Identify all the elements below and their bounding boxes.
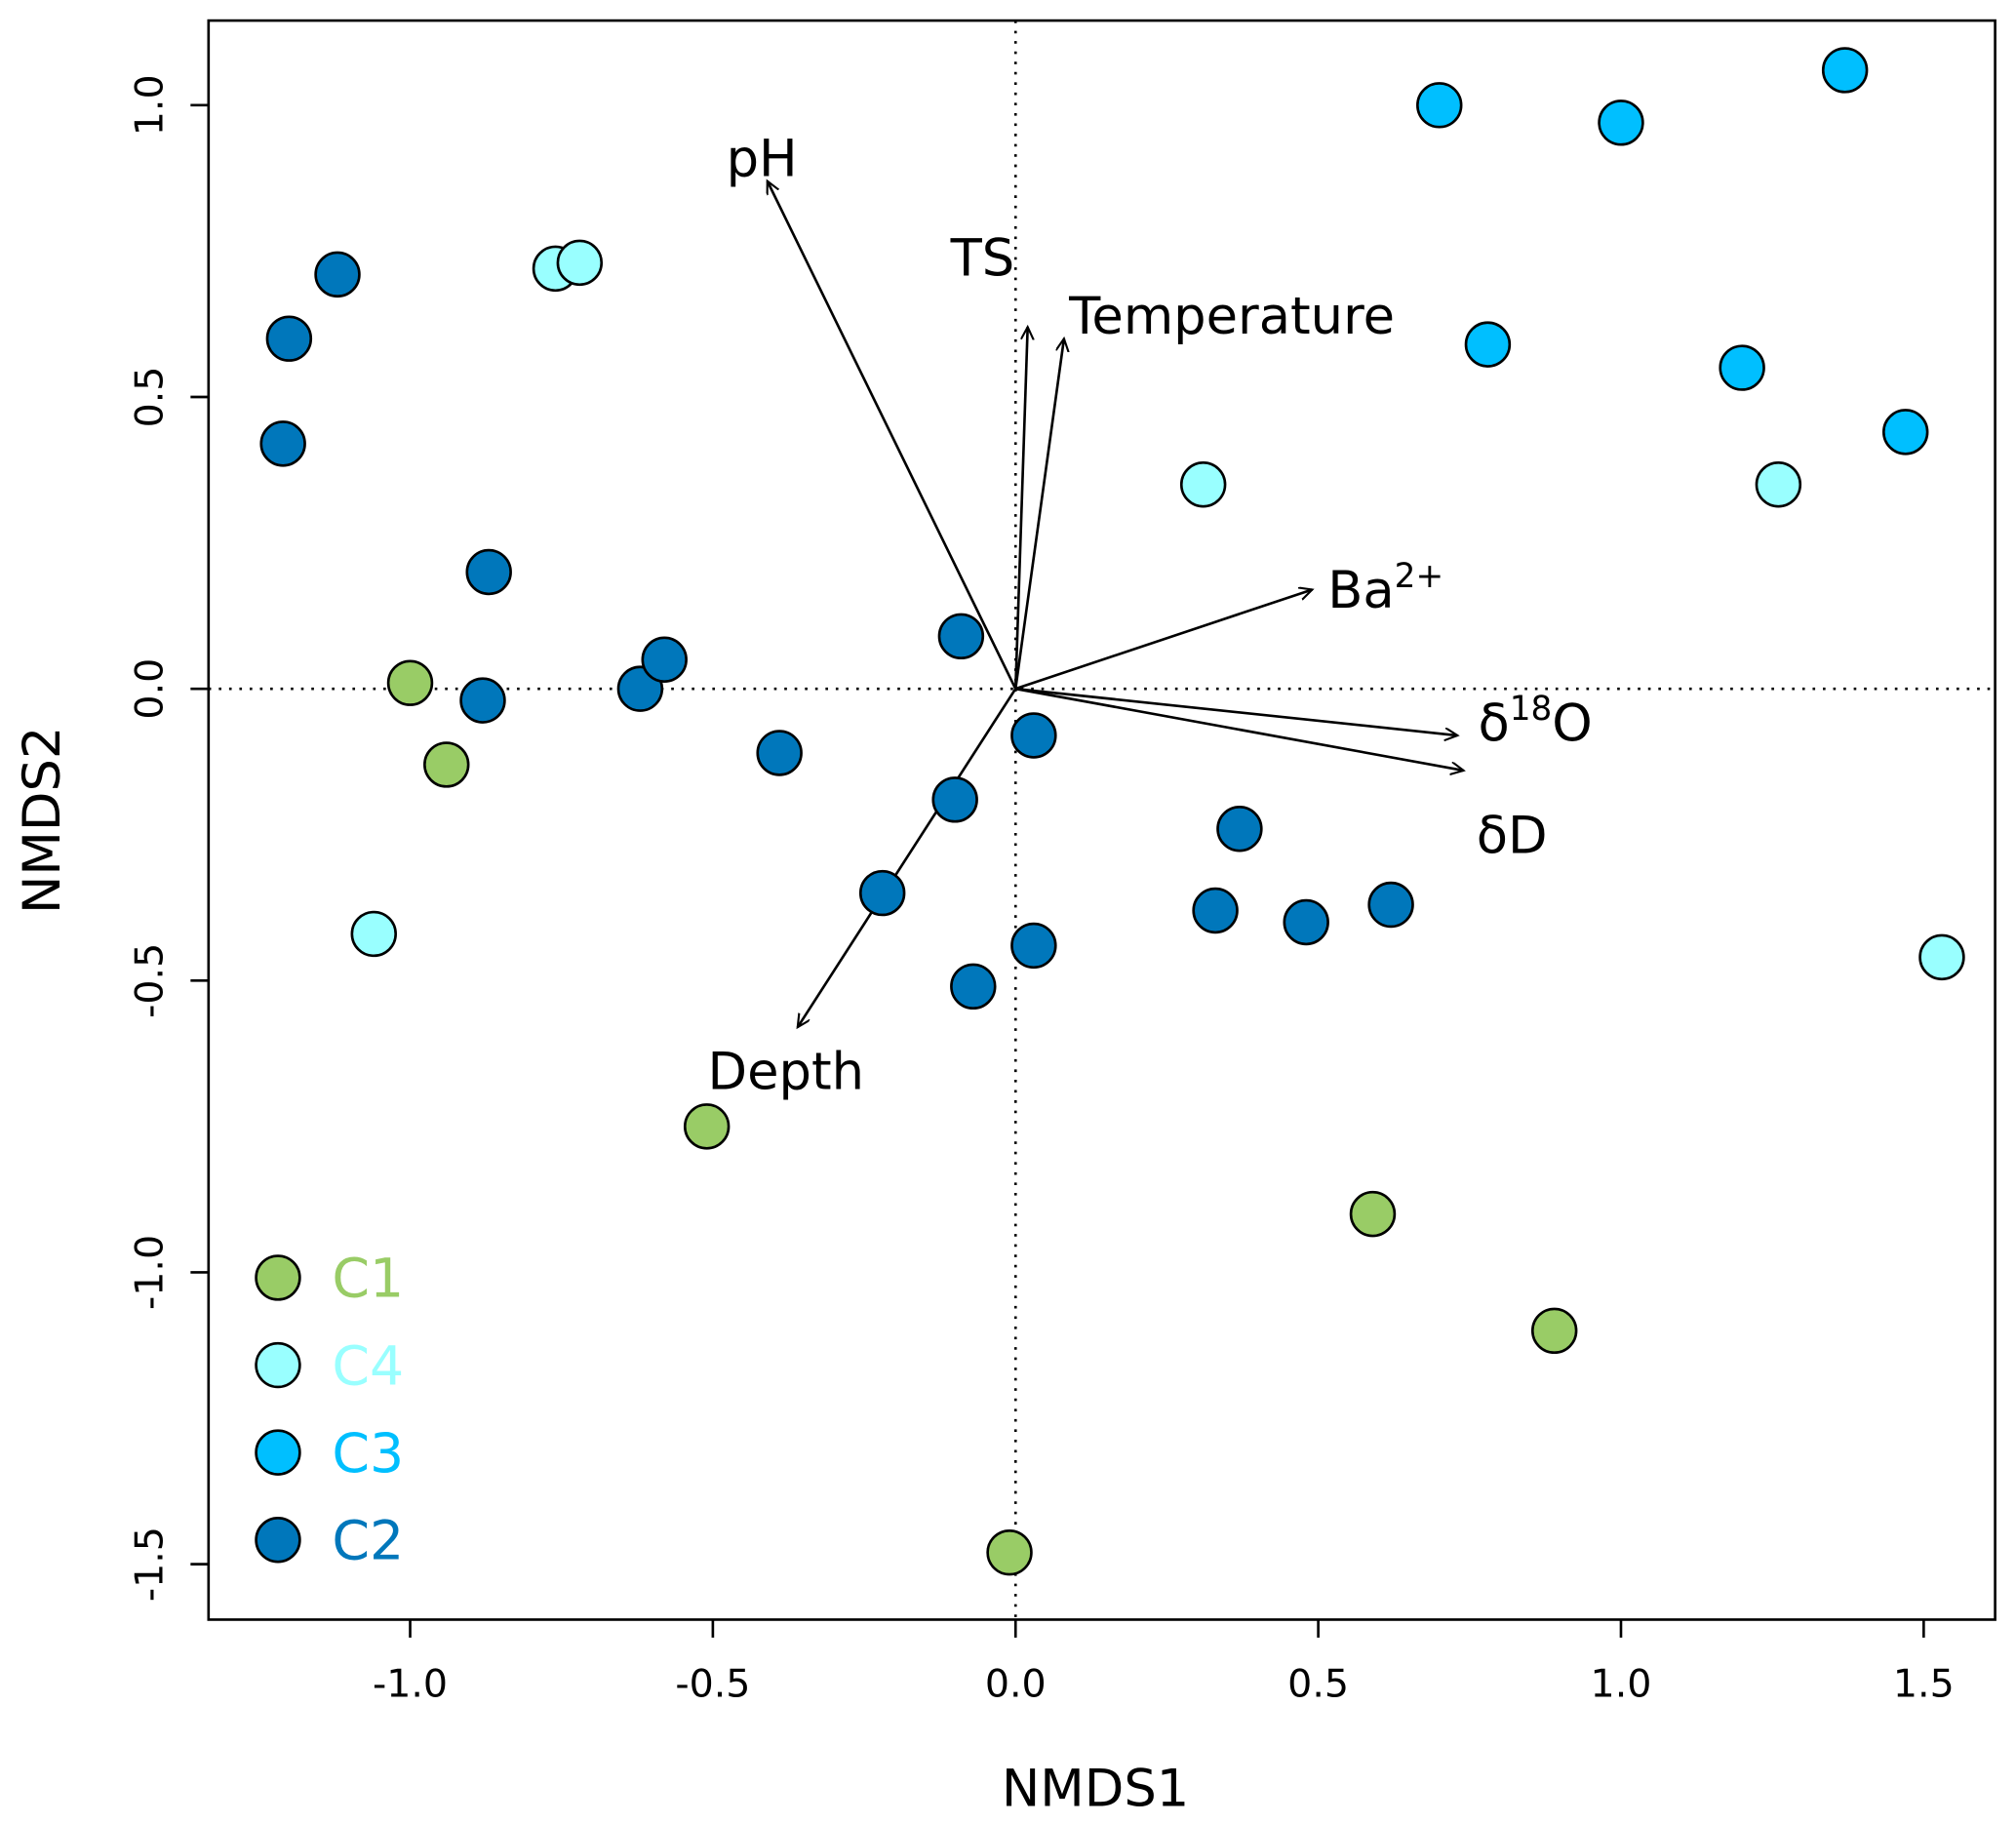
point-c2 [858, 869, 906, 917]
x-tick-label: 0.0 [985, 1662, 1047, 1707]
point-c2 [1010, 712, 1057, 759]
x-tick-label: -0.5 [675, 1662, 750, 1707]
point-c1 [986, 1528, 1033, 1576]
legend-label-c1: C1 [332, 1249, 404, 1311]
y-tick-label: 1.0 [127, 74, 172, 136]
legend-label-c2: C2 [332, 1511, 404, 1573]
legend-marker-c2 [255, 1517, 301, 1564]
legend-marker-c1 [255, 1254, 301, 1301]
point-c3 [1821, 47, 1869, 94]
vector-label-suffix: O [1552, 694, 1592, 753]
y-tick-label: -0.5 [127, 943, 172, 1018]
point-c2 [1367, 881, 1414, 929]
vector-label-superscript: 18 [1510, 690, 1553, 729]
x-tick-label: 1.5 [1893, 1662, 1955, 1707]
vector-label-text: Temperature [1068, 287, 1395, 346]
vector-label-text: δD [1477, 806, 1548, 865]
point-c4 [350, 910, 397, 958]
y-tick-label: -1.0 [127, 1235, 172, 1310]
point-c4 [1179, 461, 1227, 508]
vector-arrow-ba [1014, 589, 1312, 691]
vector-label-d18o: δ18O [1478, 690, 1592, 753]
point-c2 [1283, 898, 1329, 946]
y-axis-title: NMDS2 [13, 727, 72, 914]
point-c1 [386, 659, 434, 706]
point-c2 [950, 963, 997, 1011]
point-c2 [756, 730, 803, 776]
vector-label-ts: TS [950, 228, 1015, 288]
point-c2 [314, 251, 361, 298]
y-tick-label: -1.5 [127, 1527, 172, 1602]
legend-label-c4: C4 [332, 1335, 404, 1398]
point-c2 [1192, 887, 1239, 934]
point-c1 [423, 741, 470, 788]
point-c1 [683, 1103, 731, 1150]
vector-label-superscript: 2+ [1395, 557, 1443, 596]
x-tick-label: -1.0 [373, 1662, 448, 1707]
point-c3 [1719, 344, 1765, 391]
vector-arrow-d18o [1015, 687, 1457, 735]
vector-label-ph: pH [727, 129, 798, 188]
legend: C1 C4 C3 C2 [255, 1249, 404, 1573]
vector-label-ba: Ba2+ [1327, 557, 1443, 620]
vector-arrow-dd [1015, 687, 1463, 771]
vector-arrow-ph [768, 181, 1017, 690]
point-c1 [1530, 1307, 1578, 1355]
vector-label-text: TS [950, 228, 1015, 288]
legend-marker-c4 [255, 1341, 301, 1389]
legend-marker-c3 [255, 1429, 301, 1476]
vector-label-text: δ [1478, 694, 1509, 753]
vector-arrow-temperature [1013, 338, 1064, 690]
x-axis-title: NMDS1 [1002, 1760, 1189, 1819]
point-c3 [1598, 99, 1644, 146]
point-c3 [1882, 409, 1929, 456]
x-tick-label: 0.5 [1287, 1662, 1349, 1707]
vector-label-text: pH [727, 129, 798, 188]
vector-label-text: Ba [1327, 561, 1394, 620]
vector-label-temperature: Temperature [1068, 287, 1395, 346]
vector-label-text: Depth [708, 1042, 865, 1101]
plot-frame [207, 19, 1996, 1621]
legend-label-c3: C3 [332, 1423, 404, 1486]
point-c2 [1010, 922, 1057, 970]
point-c2 [1216, 806, 1263, 853]
y-tick-label: 0.5 [127, 367, 172, 428]
point-c2 [459, 677, 506, 724]
x-tick-label: 1.0 [1591, 1662, 1652, 1707]
point-c4 [1918, 933, 1965, 981]
point-c2 [265, 315, 313, 362]
point-c1 [1349, 1190, 1397, 1238]
vector-label-dd: δD [1477, 806, 1548, 865]
point-c2 [259, 420, 306, 467]
point-c2 [641, 636, 688, 683]
point-c4 [1755, 461, 1802, 508]
vector-arrow-depth [798, 688, 1017, 1027]
point-c2 [465, 548, 512, 596]
point-c3 [1464, 321, 1512, 368]
point-c2 [931, 776, 978, 823]
y-tick-label: 0.0 [127, 658, 172, 720]
vector-label-depth: Depth [708, 1042, 865, 1101]
vector-arrow-ts [1013, 327, 1027, 690]
point-c3 [1416, 82, 1463, 129]
point-c4 [556, 239, 604, 287]
point-c2 [937, 613, 985, 660]
